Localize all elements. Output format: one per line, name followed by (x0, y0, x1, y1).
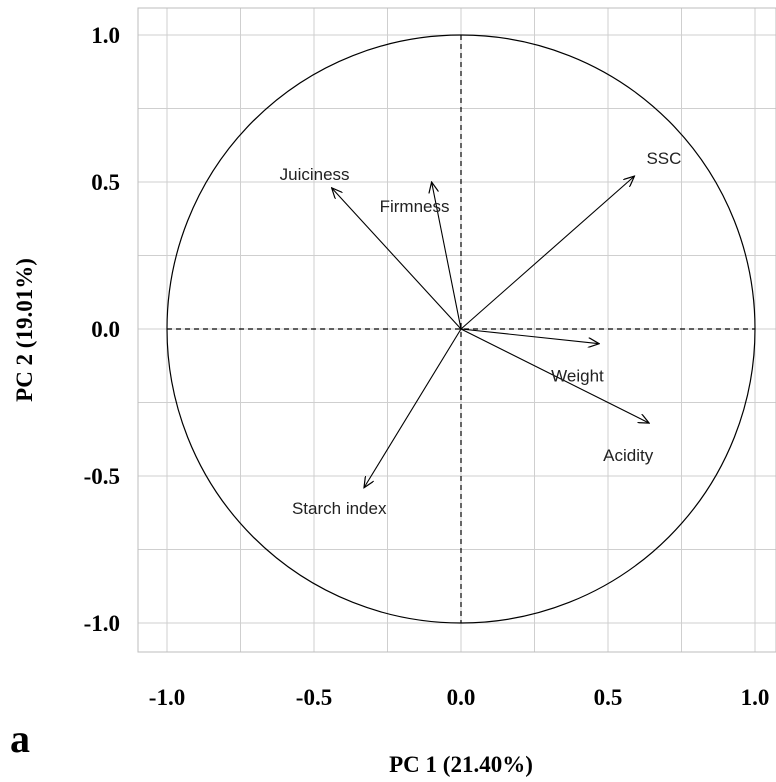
y-tick-label: -1.0 (84, 611, 120, 636)
y-tick-label: 1.0 (91, 23, 120, 48)
vector-starch-index (364, 328, 462, 488)
vector-label-ssc: SSC (646, 149, 681, 168)
vector-labels: SSC Juiciness Firmness Weight Acidity Starch … (280, 149, 682, 518)
vector-label-firmness: Firmness (380, 197, 450, 216)
correlation-circle-group (166, 34, 756, 624)
x-tick-label: -0.5 (296, 685, 332, 710)
x-tick-label: 0.0 (447, 685, 476, 710)
variable-vectors (332, 176, 650, 488)
y-tick-label: -0.5 (84, 464, 120, 489)
vector-label-juiciness: Juiciness (280, 165, 350, 184)
panel-label: a (10, 716, 30, 761)
correlation-circle (166, 34, 756, 624)
tick-labels: -1.0 -0.5 0.0 0.5 1.0 1.0 0.5 0.0 -0.5 -1.0 (84, 23, 770, 710)
vector-label-acidity: Acidity (603, 446, 654, 465)
x-tick-label: -1.0 (149, 685, 185, 710)
vector-label-weight: Weight (551, 367, 604, 386)
vector-juiciness (332, 188, 462, 330)
y-axis-title: PC 2 (19.01%) (12, 258, 37, 402)
vector-weight (460, 328, 599, 344)
vector-label-starch-index: Starch index (292, 499, 387, 518)
grid-lines (137, 7, 776, 653)
y-tick-label: 0.5 (91, 170, 120, 195)
x-tick-label: 0.5 (594, 685, 623, 710)
vector-firmness (432, 182, 462, 330)
plot-frame (137, 7, 776, 653)
vector-ssc (460, 176, 634, 330)
x-tick-label: 1.0 (741, 685, 770, 710)
x-axis-title: PC 1 (21.40%) (389, 752, 533, 777)
zero-axes (167, 35, 755, 623)
y-tick-label: 0.0 (91, 317, 120, 342)
vector-acidity (460, 328, 649, 423)
